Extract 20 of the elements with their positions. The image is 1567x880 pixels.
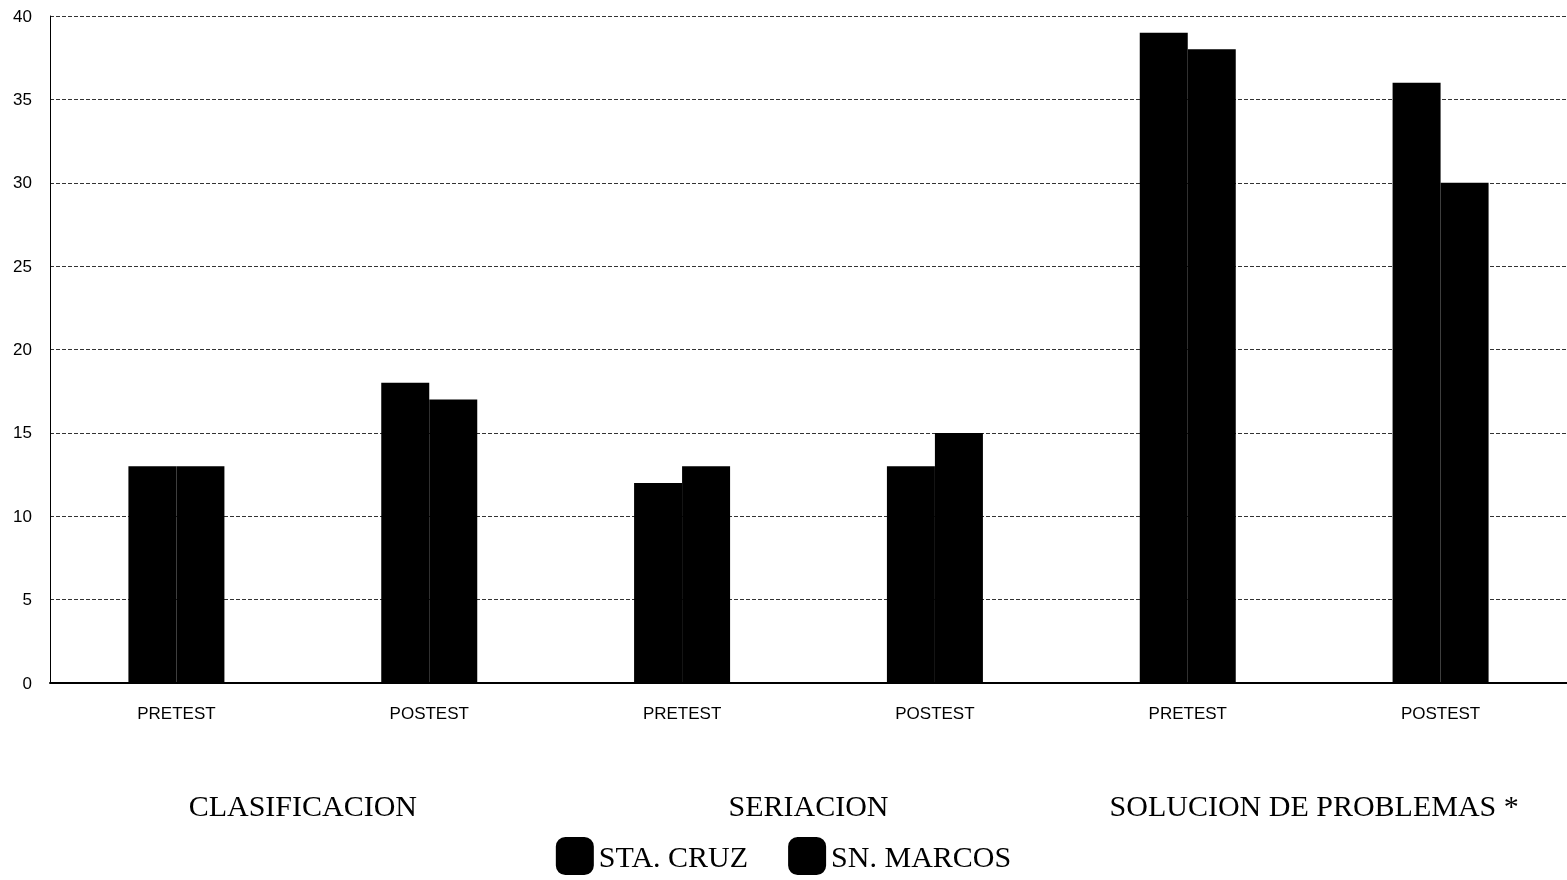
text: CLASIFICACION (188, 788, 418, 822)
y-tick-label: 30 (13, 173, 32, 193)
y-tick-label: 25 (13, 256, 32, 276)
x-tick-label: PRETEST (137, 704, 216, 723)
text: SERIACION (728, 788, 889, 822)
y-tick-label: 40 (13, 6, 32, 26)
y-tick-label: 5 (22, 590, 32, 610)
y-tick-label: 15 (13, 423, 32, 443)
x-tick-label: POSTEST (389, 704, 469, 723)
legend-label: STA. CRUZ (598, 839, 749, 873)
y-tick-label: 10 (13, 506, 32, 526)
legend-label: SN. MARCOS (831, 839, 1012, 873)
y-tick-label: 35 (13, 89, 32, 109)
x-tick-label: POSTEST (895, 704, 975, 723)
x-tick-label: PRETEST (1148, 704, 1227, 723)
y-tick-label: 20 (13, 340, 32, 359)
x-tick-label: PRETEST (642, 704, 722, 723)
y-tick-label: 0 (22, 673, 32, 693)
x-tick-label: POSTEST (1400, 704, 1481, 723)
text: SOLUCION DE PROBLEMAS * (1109, 788, 1519, 822)
